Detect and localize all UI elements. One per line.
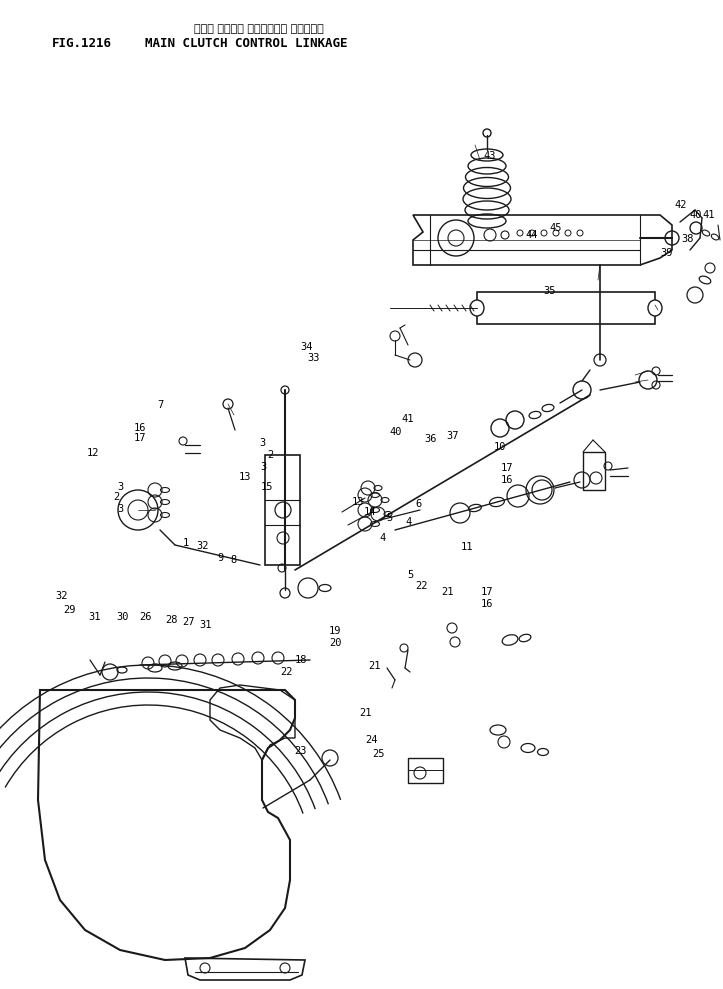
Text: 21: 21 (359, 708, 372, 718)
Text: 37: 37 (446, 431, 458, 441)
Bar (477, 292, 655, 324)
Text: 7: 7 (158, 400, 164, 409)
Text: 27: 27 (182, 617, 194, 627)
Text: 41: 41 (703, 210, 715, 220)
Text: 8: 8 (230, 555, 236, 565)
Text: 17: 17 (481, 587, 493, 597)
Text: 5: 5 (408, 570, 414, 580)
Text: 43: 43 (483, 151, 495, 161)
Text: 42: 42 (675, 200, 687, 210)
Bar (408, 758, 443, 783)
Bar (583, 452, 605, 490)
Text: 41: 41 (401, 414, 414, 424)
Text: 35: 35 (543, 286, 555, 296)
Text: 40: 40 (389, 427, 401, 437)
Text: 10: 10 (494, 442, 506, 452)
Text: 23: 23 (294, 746, 307, 756)
Text: 4: 4 (380, 533, 386, 543)
Text: 17: 17 (134, 433, 146, 443)
Text: 20: 20 (329, 638, 341, 648)
Text: 4: 4 (406, 517, 412, 527)
Text: 22: 22 (415, 582, 427, 591)
Text: 32: 32 (197, 541, 209, 551)
Text: 31: 31 (200, 620, 212, 630)
Text: 29: 29 (64, 605, 76, 615)
Text: 3: 3 (117, 504, 124, 514)
Text: 34: 34 (301, 342, 313, 352)
Text: 3: 3 (259, 438, 265, 448)
Text: 38: 38 (682, 234, 694, 244)
Text: 5: 5 (386, 513, 393, 523)
Text: 9: 9 (217, 553, 223, 563)
Text: 25: 25 (372, 749, 385, 759)
Text: 30: 30 (116, 612, 129, 622)
Text: 6: 6 (415, 499, 422, 509)
Text: メイン クラッチ コントロール リンケージ: メイン クラッチ コントロール リンケージ (194, 25, 323, 35)
Ellipse shape (470, 300, 484, 316)
Text: 40: 40 (689, 210, 701, 220)
Text: 31: 31 (88, 612, 100, 622)
Text: 3: 3 (117, 482, 124, 492)
Text: 39: 39 (660, 248, 672, 258)
Text: 2: 2 (114, 493, 120, 502)
Text: 24: 24 (365, 735, 377, 745)
Text: 44: 44 (526, 230, 538, 240)
Text: 26: 26 (140, 612, 152, 622)
Text: 11: 11 (461, 542, 473, 552)
Text: 16: 16 (134, 423, 146, 433)
Text: 18: 18 (295, 655, 307, 665)
Text: FIG.1216: FIG.1216 (52, 38, 112, 50)
Text: 14: 14 (364, 507, 376, 517)
Text: 2: 2 (268, 450, 274, 460)
Text: 3: 3 (260, 462, 267, 472)
Text: 36: 36 (424, 434, 437, 444)
Text: 12: 12 (87, 448, 99, 458)
Text: 45: 45 (549, 224, 562, 233)
Text: 22: 22 (281, 667, 293, 676)
Text: 16: 16 (481, 599, 493, 609)
Text: 15: 15 (260, 482, 273, 492)
Text: 28: 28 (165, 615, 177, 625)
Text: 13: 13 (239, 472, 251, 482)
Text: 19: 19 (329, 626, 341, 636)
Text: 21: 21 (441, 587, 453, 597)
Text: 17: 17 (501, 463, 513, 473)
Text: 16: 16 (501, 475, 513, 485)
Text: 32: 32 (55, 591, 67, 601)
Text: 13: 13 (352, 497, 364, 507)
Bar (265, 455, 300, 565)
Text: 1: 1 (183, 538, 189, 548)
Text: 21: 21 (368, 661, 380, 671)
Ellipse shape (648, 300, 662, 316)
Text: 33: 33 (307, 353, 320, 363)
Text: MAIN CLUTCH CONTROL LINKAGE: MAIN CLUTCH CONTROL LINKAGE (145, 38, 347, 50)
